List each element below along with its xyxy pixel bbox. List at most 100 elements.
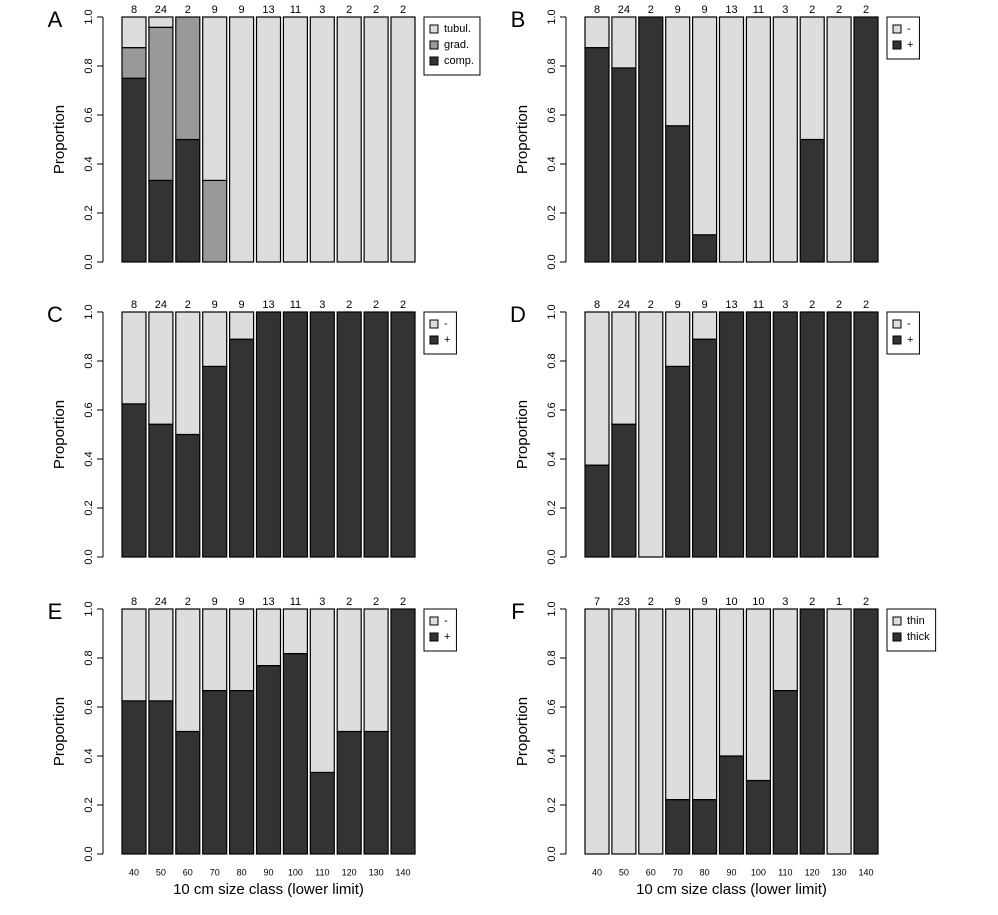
legend-swatch (429, 40, 439, 50)
y-tick-label: 0.4 (83, 748, 95, 763)
legend-box (423, 608, 457, 652)
legend-swatch (429, 632, 439, 642)
y-tick-label: 0.6 (546, 107, 558, 122)
y-tick-label: 0.0 (83, 846, 95, 861)
bar-segment (121, 403, 147, 558)
y-tick-label: 0.2 (83, 500, 95, 515)
bar-segment (309, 608, 335, 774)
bar-segment (229, 689, 255, 855)
bar-segment (309, 16, 335, 263)
legend-swatch (892, 40, 902, 50)
x-tick-label: 90 (726, 867, 736, 877)
x-tick-label: 110 (315, 867, 329, 877)
bar-count-label: 8 (594, 299, 600, 311)
x-tick-label: 60 (646, 867, 656, 877)
bar-segment (255, 608, 282, 667)
bar-segment (336, 730, 362, 855)
y-tick-label: 1.0 (83, 9, 95, 24)
bar-segment (229, 311, 255, 340)
bar-segment (691, 608, 718, 801)
bar-count-label: 24 (155, 596, 167, 608)
bar-count-label: 13 (725, 299, 737, 311)
bar-segment (611, 16, 637, 69)
bar-segment (718, 755, 745, 855)
bar-count-label: 2 (185, 4, 191, 16)
legend-label: + (907, 39, 913, 51)
bar-segment (175, 730, 201, 855)
bar-count-label: 9 (702, 596, 708, 608)
bar-count-label: 2 (648, 4, 654, 16)
bar-segment (121, 77, 147, 263)
bar-count-label: 9 (702, 4, 708, 16)
bar-segment (611, 423, 637, 558)
y-tick-label: 0.8 (83, 650, 95, 665)
bar-segment (691, 338, 718, 558)
bar-segment (282, 652, 308, 855)
x-tick-label: 140 (858, 867, 873, 877)
y-tick-label: 0.0 (546, 254, 558, 269)
bar-segment (665, 125, 691, 263)
bar-count-label: 2 (400, 596, 406, 608)
bar-segment (363, 608, 389, 733)
bar-segment (691, 311, 718, 340)
bar-count-label: 8 (131, 596, 137, 608)
y-tick-label: 0.6 (546, 699, 558, 714)
x-tick-label: 80 (700, 867, 710, 877)
bar-count-label: 9 (212, 4, 218, 16)
bar-count-label: 2 (346, 596, 352, 608)
bar-segment (175, 138, 201, 263)
bar-segment (665, 311, 691, 367)
bar-segment (772, 608, 798, 692)
y-axis-label: Proportion (51, 105, 68, 174)
legend-swatch (892, 632, 902, 642)
bar-segment (638, 608, 664, 855)
bar-segment (202, 179, 228, 263)
bar-segment (121, 16, 147, 49)
y-tick-label: 0.6 (83, 107, 95, 122)
legend: -+ (886, 16, 920, 60)
legend-swatch (429, 335, 439, 345)
bar-segment (853, 311, 879, 558)
bar-count-label: 11 (290, 596, 301, 608)
y-axis-label: Proportion (51, 697, 68, 766)
x-tick-label: 130 (369, 867, 384, 877)
bar-count-label: 2 (373, 299, 379, 311)
bar-count-label: 13 (262, 299, 274, 311)
x-tick-label: 100 (751, 867, 766, 877)
bar-count-label: 9 (239, 4, 245, 16)
bar-count-label: 8 (131, 4, 137, 16)
legend: thin thick (886, 608, 937, 652)
y-tick-label: 0.2 (546, 500, 558, 515)
bar-segment (148, 16, 174, 28)
y-tick-label: 0.2 (83, 205, 95, 220)
bar-segment (611, 311, 637, 425)
legend-label: + (444, 334, 450, 346)
y-tick-label: 0.4 (546, 451, 558, 466)
y-tick-label: 0.2 (546, 205, 558, 220)
bar-segment (718, 16, 745, 263)
bar-segment (175, 433, 201, 558)
panel: E 0.0 0.2 0.4 0.6 0.8 1.0 Proportion 8 24 2 9 9 13 11 3… (48, 596, 457, 898)
panel-label: A (48, 7, 63, 32)
bar-segment (202, 689, 228, 855)
bar-count-label: 3 (319, 299, 325, 311)
bar-segment (718, 608, 745, 757)
bar-count-label: 13 (262, 4, 274, 16)
bar-count-label: 11 (290, 4, 301, 16)
bar-segment (745, 16, 772, 263)
bar-segment (665, 365, 691, 558)
y-tick-label: 0.4 (83, 451, 95, 466)
bar-count-label: 2 (809, 4, 815, 16)
bar-segment (309, 311, 335, 558)
y-tick-label: 0.4 (546, 156, 558, 171)
bar-segment (148, 26, 174, 182)
bar-count-label: 13 (262, 596, 274, 608)
legend-label: + (444, 631, 450, 643)
x-tick-label: 40 (592, 867, 602, 877)
x-tick-label: 70 (210, 867, 220, 877)
bar-segment (611, 67, 637, 263)
legend-swatch (892, 335, 902, 345)
bar-segment (148, 179, 174, 263)
y-tick-label: 0.0 (546, 549, 558, 564)
